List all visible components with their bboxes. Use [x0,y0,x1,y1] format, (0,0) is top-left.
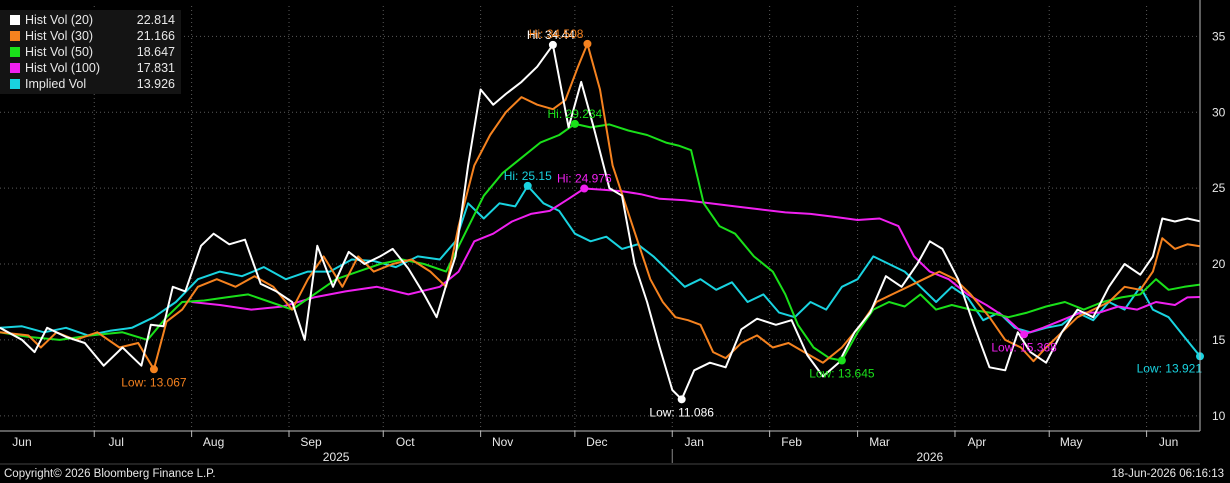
y-tick-label: 15 [1212,333,1226,347]
marker-label: Hi: 24.976 [557,172,612,186]
marker-dot [583,39,592,48]
marker-label: Hi: 34.44 [527,28,575,42]
grid-lines [0,6,1200,431]
series-line-0 [0,43,1201,401]
legend-series-name: Hist Vol (30) [25,29,94,43]
x-tick-label: Jul [109,435,124,449]
legend-series-value: 18.647 [136,45,175,59]
series-line-4 [0,184,1201,357]
x-tick-label: Jun [1159,435,1178,449]
x-tick-label: Aug [203,435,224,449]
series-line-3 [191,187,1201,336]
marker-dot [677,395,686,404]
x-tick-label: Nov [492,435,513,449]
legend-series-value: 22.814 [136,13,175,27]
x-tick-label: May [1060,435,1083,449]
legend-series-value: 17.831 [136,61,175,75]
marker-dot [523,181,532,190]
x-tick-label: Jun [12,435,31,449]
hi-low-markers: Hi: 34.44 Low: 11.086 Hi: 34.508 Low: 13.06… [121,27,1204,419]
legend-item: Implied Vol 13.926 [10,76,175,92]
x-tick-label: Apr [968,435,987,449]
timestamp-text: 18-Jun-2026 06:16:13 [1111,468,1224,480]
legend-item: Hist Vol (50) 18.647 [10,44,175,60]
y-tick-label: 10 [1212,409,1226,423]
x-tick-label: Feb [781,435,802,449]
series-lines [0,42,1201,401]
marker-dot [1020,330,1029,339]
legend-item: Hist Vol (100) 17.831 [10,60,175,76]
series-line-1 [0,42,1201,371]
year-label: 2025 [323,450,350,464]
legend: Hist Vol (20) 22.814 Hist Vol (30) 21.166 Hi… [0,10,181,94]
marker-label: Hi: 25.15 [504,169,552,183]
marker-label: Low: 11.086 [649,405,714,419]
copyright-text: Copyright© 2026 Bloomberg Finance L.P. [4,468,216,480]
y-tick-label: 35 [1212,29,1226,43]
marker-dot [570,119,579,128]
x-tick-label: Sep [300,435,322,449]
legend-series-value: 21.166 [136,29,175,43]
legend-series-name: Hist Vol (100) [25,61,101,75]
legend-swatch [10,47,20,57]
legend-swatch [10,79,20,89]
y-tick-label: 30 [1212,105,1226,119]
marker-label: Hi: 34.508 [529,27,584,41]
marker-dot [149,365,158,374]
legend-item: Hist Vol (20) 22.814 [10,12,175,28]
x-tick-label: Mar [869,435,890,449]
marker-label: Hi: 29.234 [548,107,603,121]
legend-swatch [10,31,20,41]
legend-series-value: 13.926 [136,77,175,91]
series-line-2 [0,122,1201,362]
year-label: 2026 [916,450,943,464]
legend-item: Hist Vol (30) 21.166 [10,28,175,44]
marker-label: Low: 13.921 [1137,361,1203,375]
legend-series-name: Implied Vol [25,77,87,91]
legend-series-name: Hist Vol (50) [25,45,94,59]
marker-dot [548,40,557,49]
marker-dot [580,184,589,193]
legend-swatch [10,15,20,25]
x-tick-label: Oct [396,435,415,449]
x-tick-label: Jan [685,435,704,449]
legend-swatch [10,63,20,73]
marker-label: Low: 15.368 [991,340,1057,354]
legend-series-name: Hist Vol (20) [25,13,94,27]
marker-label: Low: 13.645 [809,366,875,380]
y-tick-label: 25 [1212,181,1226,195]
marker-label: Low: 13.067 [121,375,187,389]
marker-dot [837,356,846,365]
y-tick-label: 20 [1212,257,1226,271]
x-tick-label: Dec [586,435,607,449]
